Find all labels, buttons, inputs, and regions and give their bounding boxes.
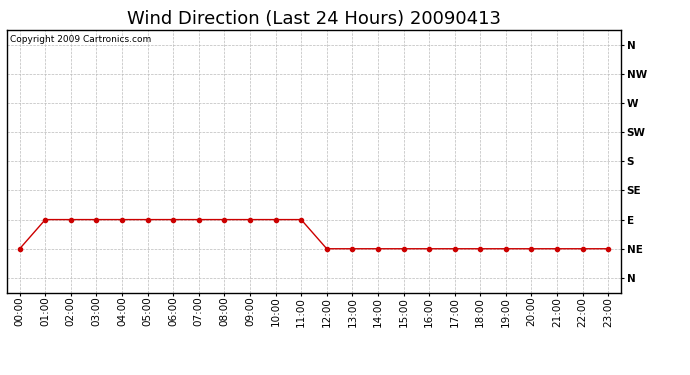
Title: Wind Direction (Last 24 Hours) 20090413: Wind Direction (Last 24 Hours) 20090413	[127, 10, 501, 28]
Text: Copyright 2009 Cartronics.com: Copyright 2009 Cartronics.com	[10, 35, 151, 44]
